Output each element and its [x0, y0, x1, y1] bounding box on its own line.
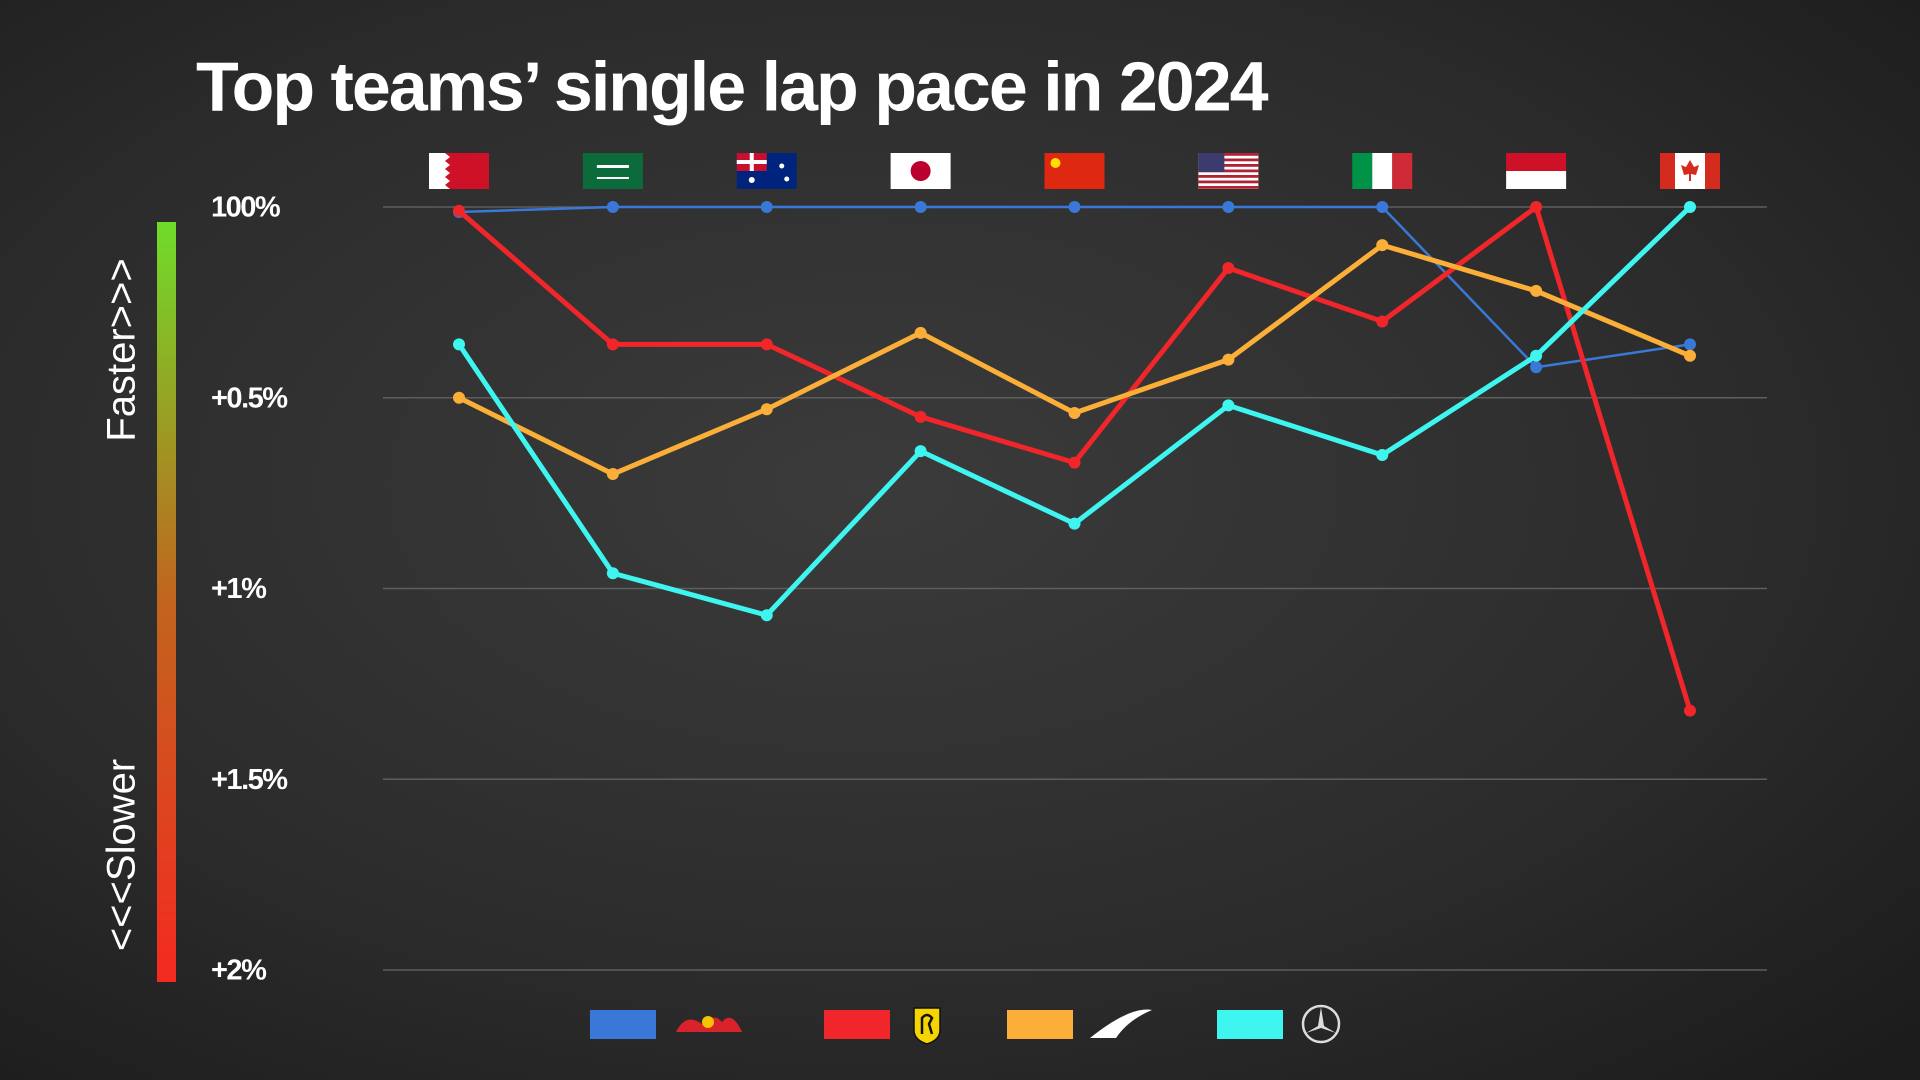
data-point	[1684, 338, 1696, 351]
data-point	[606, 201, 619, 213]
flag-part	[1681, 160, 1699, 181]
data-point	[914, 201, 927, 213]
data-point	[1530, 349, 1543, 362]
data-point	[606, 338, 619, 351]
data-point	[1530, 284, 1543, 297]
flag-part	[1198, 153, 1259, 156]
data-point	[1530, 361, 1543, 374]
flag-part	[1198, 153, 1225, 172]
data-point	[1222, 353, 1235, 366]
legend-swatch	[1217, 1010, 1283, 1039]
data-point	[1222, 262, 1235, 275]
flag	[736, 153, 797, 189]
chart-title: Top teams’ single lap pace in 2024	[196, 47, 1269, 125]
flag-part	[1506, 171, 1567, 189]
faster-label: Faster>>>	[100, 258, 144, 441]
logo-part	[1301, 1004, 1341, 1044]
flag-part	[1198, 158, 1259, 162]
pace-bar	[157, 222, 176, 982]
data-point	[453, 391, 465, 404]
legend-logo	[913, 1007, 941, 1045]
data-point	[1068, 517, 1081, 530]
slower-label: <<<Slower	[100, 759, 144, 951]
data-point	[1068, 456, 1081, 469]
flag-part	[1198, 186, 1259, 189]
flag-part	[1660, 153, 1675, 189]
flag-part	[1372, 153, 1393, 189]
flag	[1044, 153, 1105, 189]
data-point	[914, 326, 927, 339]
logo-part	[920, 1013, 934, 1035]
data-point	[760, 403, 773, 416]
data-point	[453, 204, 465, 217]
logo-part	[913, 1007, 941, 1045]
flag-part	[596, 177, 629, 179]
flag-part	[1050, 158, 1061, 168]
y-tick-label: +0.5%	[211, 382, 288, 414]
flag-part	[596, 165, 629, 168]
logo-part	[1306, 1007, 1336, 1033]
data-point	[1530, 201, 1543, 213]
logo-part	[702, 1016, 714, 1028]
flag-part	[1198, 175, 1259, 178]
flag-part	[582, 153, 643, 189]
legend-swatch	[824, 1010, 890, 1039]
data-point	[606, 567, 619, 580]
data-point	[1376, 201, 1389, 213]
data-point	[1684, 349, 1696, 362]
flag-part	[429, 153, 450, 189]
data-point	[1222, 201, 1235, 213]
data-point	[1068, 201, 1081, 213]
data-point	[760, 338, 773, 351]
data-point	[914, 445, 927, 458]
flag-part	[1705, 153, 1720, 189]
data-point	[760, 201, 773, 213]
y-tick-label: +2%	[211, 955, 267, 987]
flag-part	[1506, 153, 1567, 171]
flag-part	[1352, 153, 1373, 189]
data-point	[606, 468, 619, 481]
flag	[1352, 153, 1413, 189]
y-tick-label: 100%	[211, 192, 281, 224]
legend-logo	[1301, 1004, 1341, 1044]
legend-swatch	[590, 1010, 656, 1039]
legend-logo	[1090, 1009, 1152, 1038]
data-point	[914, 410, 927, 423]
data-point	[1376, 448, 1389, 461]
flag-part	[1198, 169, 1259, 173]
flag-part	[1198, 164, 1259, 167]
flag	[1660, 153, 1720, 189]
flag	[890, 153, 951, 189]
flag-part	[748, 177, 755, 183]
flag-part	[779, 163, 785, 169]
data-point	[760, 609, 773, 622]
data-point	[453, 338, 465, 351]
flag	[1198, 153, 1259, 189]
flag-part	[910, 161, 931, 181]
data-point	[1222, 399, 1235, 412]
y-tick-label: +1.5%	[211, 764, 288, 796]
flag-part	[1198, 180, 1259, 184]
flag-part	[784, 176, 790, 182]
flag-part	[1044, 153, 1105, 189]
flag	[1506, 153, 1567, 189]
data-point	[1684, 201, 1696, 213]
legend-swatch	[1007, 1010, 1073, 1039]
flag	[429, 153, 489, 189]
flag-part	[736, 153, 767, 171]
legend-logo	[676, 1016, 742, 1032]
data-point	[1684, 704, 1696, 717]
flag-part	[1392, 153, 1413, 189]
data-point	[1376, 315, 1389, 328]
data-point	[1068, 407, 1081, 420]
data-point	[1376, 239, 1389, 252]
logo-part	[1090, 1009, 1152, 1038]
y-tick-label: +1%	[211, 573, 267, 605]
flag	[582, 153, 643, 189]
